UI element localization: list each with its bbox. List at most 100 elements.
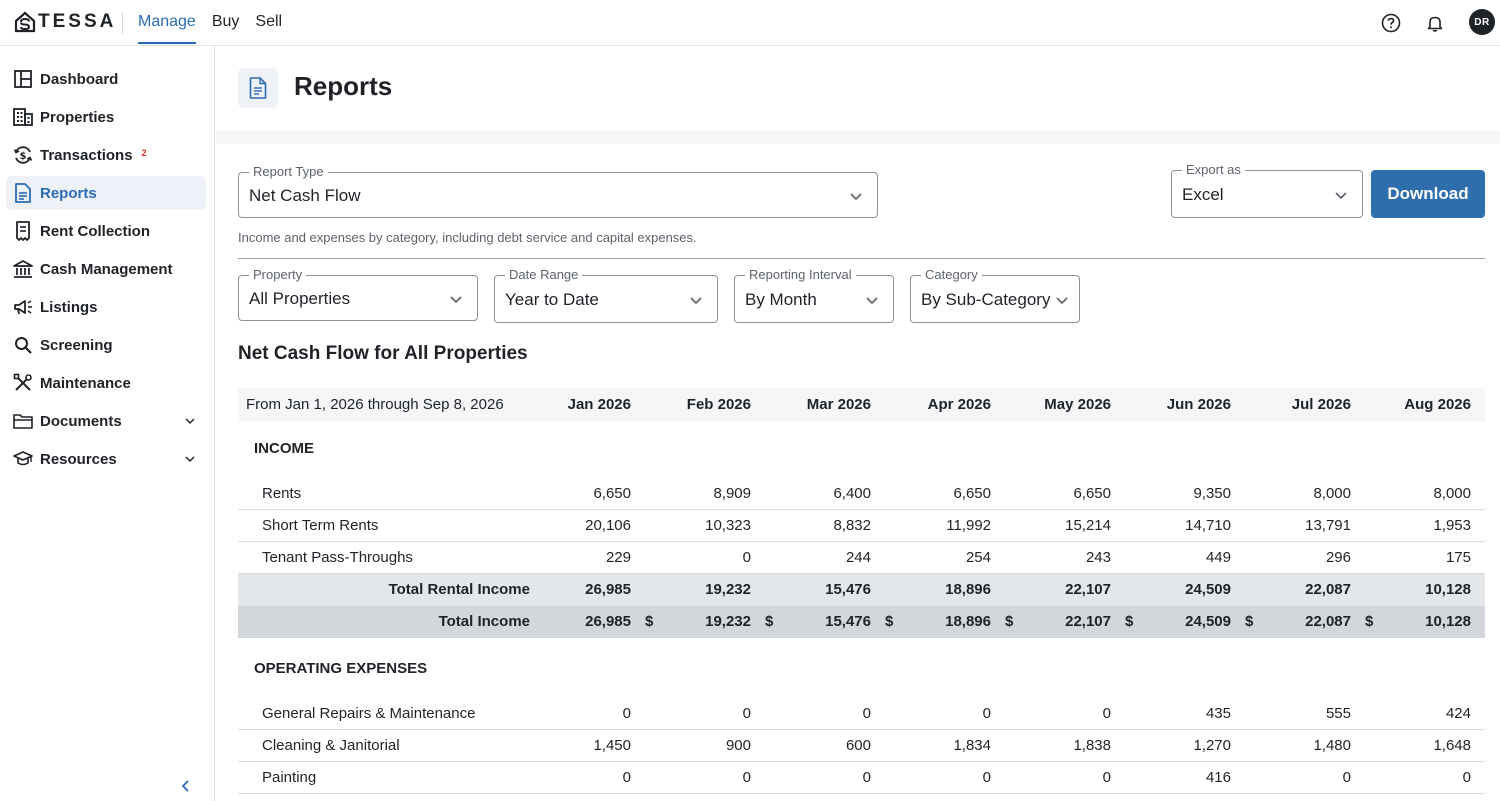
column-header: Feb 2026 (686, 396, 751, 413)
column-header: May 2026 (1044, 396, 1111, 413)
table-cell: 244 (845, 549, 871, 566)
folder-icon (13, 411, 33, 431)
chevron-down-icon (850, 193, 862, 201)
bank-icon (13, 259, 33, 279)
table-cell: 0 (622, 705, 631, 722)
table-cell: 15,476 (825, 613, 871, 630)
sidebar-item-resources[interactable]: Resources (6, 442, 206, 476)
date-range-value: Year to Date (505, 290, 599, 309)
table-cell: 24,509 (1185, 581, 1231, 598)
download-button[interactable]: Download (1371, 170, 1485, 218)
table-cell: 0 (1462, 769, 1471, 786)
table-cell: 243 (1085, 549, 1111, 566)
sidebar-item-label: Reports (40, 184, 97, 202)
avatar[interactable]: DR (1469, 9, 1495, 35)
column-header: Jan 2026 (567, 396, 631, 413)
table-cell: 24,509 (1185, 613, 1231, 630)
bell-icon[interactable] (1423, 11, 1447, 35)
table-header: From Jan 1, 2026 through Sep 8, 2026 Jan… (238, 388, 1485, 422)
sidebar-item-transactions[interactable]: $ Transactions 2 (6, 138, 206, 172)
row-label: Short Term Rents (262, 517, 379, 534)
report-title: Net Cash Flow for All Properties (238, 343, 528, 364)
table-cell: 15,476 (825, 581, 871, 598)
table-cell: 435 (1205, 705, 1231, 722)
sidebar-item-label: Screening (40, 336, 113, 354)
category-select[interactable]: Category By Sub-Category (910, 267, 1080, 323)
table-cell: 19,232 (705, 613, 751, 630)
report-type-select[interactable]: Report Type Net Cash Flow (238, 164, 878, 218)
page-header: Reports (216, 46, 1500, 130)
row-label: Total Rental Income (388, 581, 530, 598)
sidebar-item-documents[interactable]: Documents (6, 404, 206, 438)
export-format-value: Excel (1182, 185, 1224, 204)
sidebar-item-rent-collection[interactable]: Rent Collection (6, 214, 206, 248)
tools-icon (13, 373, 33, 393)
sidebar-item-properties[interactable]: Properties (6, 100, 206, 134)
table-cell: 22,107 (1065, 613, 1111, 630)
table-cell: 10,128 (1425, 581, 1471, 598)
table-cell: 9,350 (1193, 485, 1231, 502)
export-format-select[interactable]: Export as Excel (1171, 162, 1363, 218)
reporting-interval-value: By Month (745, 290, 817, 309)
chevron-down-icon[interactable] (184, 452, 196, 470)
sidebar: Dashboard Properties $ Transactions 2 Re… (0, 46, 215, 801)
table-cell: 14,710 (1185, 517, 1231, 534)
report-table: From Jan 1, 2026 through Sep 8, 2026 Jan… (238, 388, 1485, 801)
row-label: General Repairs & Maintenance (262, 705, 476, 722)
table-cell: 10,128 (1425, 613, 1471, 630)
table-cell: 1,953 (1433, 517, 1471, 534)
reporting-interval-select[interactable]: Reporting Interval By Month (734, 267, 894, 323)
table-cell: 8,909 (713, 485, 751, 502)
table-cell: 254 (965, 549, 991, 566)
column-header: Apr 2026 (927, 396, 991, 413)
logo-divider (122, 12, 123, 34)
sidebar-item-label: Rent Collection (40, 222, 151, 240)
table-cell: 600 (845, 737, 871, 754)
date-range-label: Date Range (505, 267, 583, 283)
table-cell: 10,323 (705, 517, 751, 534)
column-header: Jul 2026 (1291, 396, 1351, 413)
sidebar-item-screening[interactable]: Screening (6, 328, 206, 362)
table-row: Rents 6,650 8,909 6,400 6,650 6,650 9,350 8,000… (238, 478, 1485, 510)
sidebar-item-label: Documents (40, 412, 122, 430)
property-label: Property (249, 267, 307, 283)
sidebar-item-listings[interactable]: Listings (6, 290, 206, 324)
table-row: Cleaning & Janitorial 1,450 900 600 1,834 1,8… (238, 730, 1485, 762)
table-cell: 13,791 (1305, 517, 1351, 534)
table-cell: 1,834 (953, 737, 991, 754)
nav-buy[interactable]: Buy (211, 13, 240, 30)
report-type-label: Report Type (249, 164, 328, 180)
graduation-cap-icon (13, 449, 33, 469)
sidebar-item-dashboard[interactable]: Dashboard (6, 62, 206, 96)
table-cell: 18,896 (945, 581, 991, 598)
table-cell: 6,650 (593, 485, 631, 502)
table-cell: 11,992 (946, 517, 991, 534)
megaphone-icon (13, 297, 33, 317)
sidebar-item-label: Properties (40, 108, 115, 126)
sidebar-item-reports[interactable]: Reports (6, 176, 206, 210)
chevron-down-icon (866, 297, 878, 305)
currency-symbol: $ (885, 613, 894, 630)
currency-symbol: $ (645, 613, 654, 630)
nav-manage[interactable]: Manage (138, 0, 196, 46)
period-label: From Jan 1, 2026 through Sep 8, 2026 (246, 396, 504, 413)
date-range-select[interactable]: Date Range Year to Date (494, 267, 718, 323)
currency-symbol: $ (1365, 613, 1374, 630)
nav-sell[interactable]: Sell (255, 13, 283, 30)
document-icon (238, 68, 278, 108)
logo[interactable]: TESSA (14, 10, 116, 34)
table-cell: 175 (1445, 549, 1471, 566)
sidebar-item-maintenance[interactable]: Maintenance (6, 366, 206, 400)
sidebar-item-label: Resources (40, 450, 117, 468)
sidebar-item-cash-management[interactable]: Cash Management (6, 252, 206, 286)
table-cell: 19,232 (705, 581, 751, 598)
property-select[interactable]: Property All Properties (238, 267, 478, 321)
chevron-down-icon[interactable] (184, 414, 196, 432)
collapse-sidebar-icon[interactable] (178, 778, 194, 794)
help-icon[interactable] (1379, 11, 1403, 35)
category-label: Category (921, 267, 982, 283)
currency-symbol: $ (1125, 613, 1134, 630)
table-cell: 0 (862, 769, 871, 786)
table-cell: 0 (1102, 769, 1111, 786)
sidebar-item-label: Dashboard (40, 70, 119, 88)
